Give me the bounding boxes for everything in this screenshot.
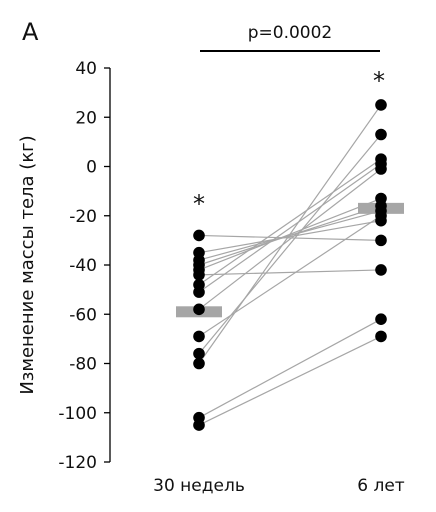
data-point [375, 330, 387, 343]
data-point [193, 419, 205, 431]
data-point [193, 229, 205, 242]
y-tick-label: 40 [75, 59, 97, 79]
y-tick-label: -80 [69, 355, 97, 375]
data-point [193, 330, 205, 343]
y-tick-label: -60 [69, 305, 97, 325]
star-30-weeks: * [193, 190, 205, 218]
y-tick-label: -100 [58, 404, 97, 424]
p-value-label: p=0.0002 [248, 23, 333, 43]
pair-lines-group [198, 104, 382, 426]
data-point [375, 128, 387, 141]
y-axis-label: Изменение массы тела (кг) [17, 135, 38, 394]
pair-line [198, 205, 382, 266]
star-6-years: * [373, 67, 385, 95]
category-label-6-years: 6 лет [357, 476, 405, 496]
y-tick-label: -40 [69, 256, 97, 276]
data-point [375, 234, 387, 247]
data-point [375, 313, 387, 325]
data-point [193, 286, 205, 298]
pair-line [198, 134, 382, 355]
y-tick-group: 40 20 0 -20 -40 -60 -80 -100 -120 [58, 59, 110, 473]
data-point [375, 264, 387, 276]
pair-line [198, 335, 382, 426]
pair-line [198, 163, 382, 293]
data-point [375, 99, 387, 111]
y-axis: 40 20 0 -20 -40 -60 -80 -100 -120 [58, 59, 111, 473]
pair-line [198, 318, 382, 419]
data-point [375, 163, 387, 175]
category-label-30-weeks: 30 недель [153, 476, 245, 496]
pair-line [198, 158, 382, 286]
data-point [193, 347, 205, 360]
y-tick-label: -20 [69, 207, 97, 227]
data-point [193, 269, 205, 281]
y-tick-label: 20 [75, 108, 97, 128]
pair-line [198, 168, 382, 310]
data-points-group [193, 99, 387, 431]
significance-bracket: p=0.0002 [200, 23, 380, 52]
data-point [375, 192, 387, 205]
data-point [375, 209, 387, 222]
pair-line [198, 234, 382, 241]
data-point [193, 303, 205, 316]
y-tick-label: -120 [58, 453, 97, 473]
pair-line [198, 220, 382, 254]
pair-line [198, 104, 382, 364]
data-point [193, 357, 205, 370]
y-tick-label: 0 [86, 158, 97, 178]
pair-line [198, 269, 382, 276]
panel-label: A [22, 18, 39, 46]
